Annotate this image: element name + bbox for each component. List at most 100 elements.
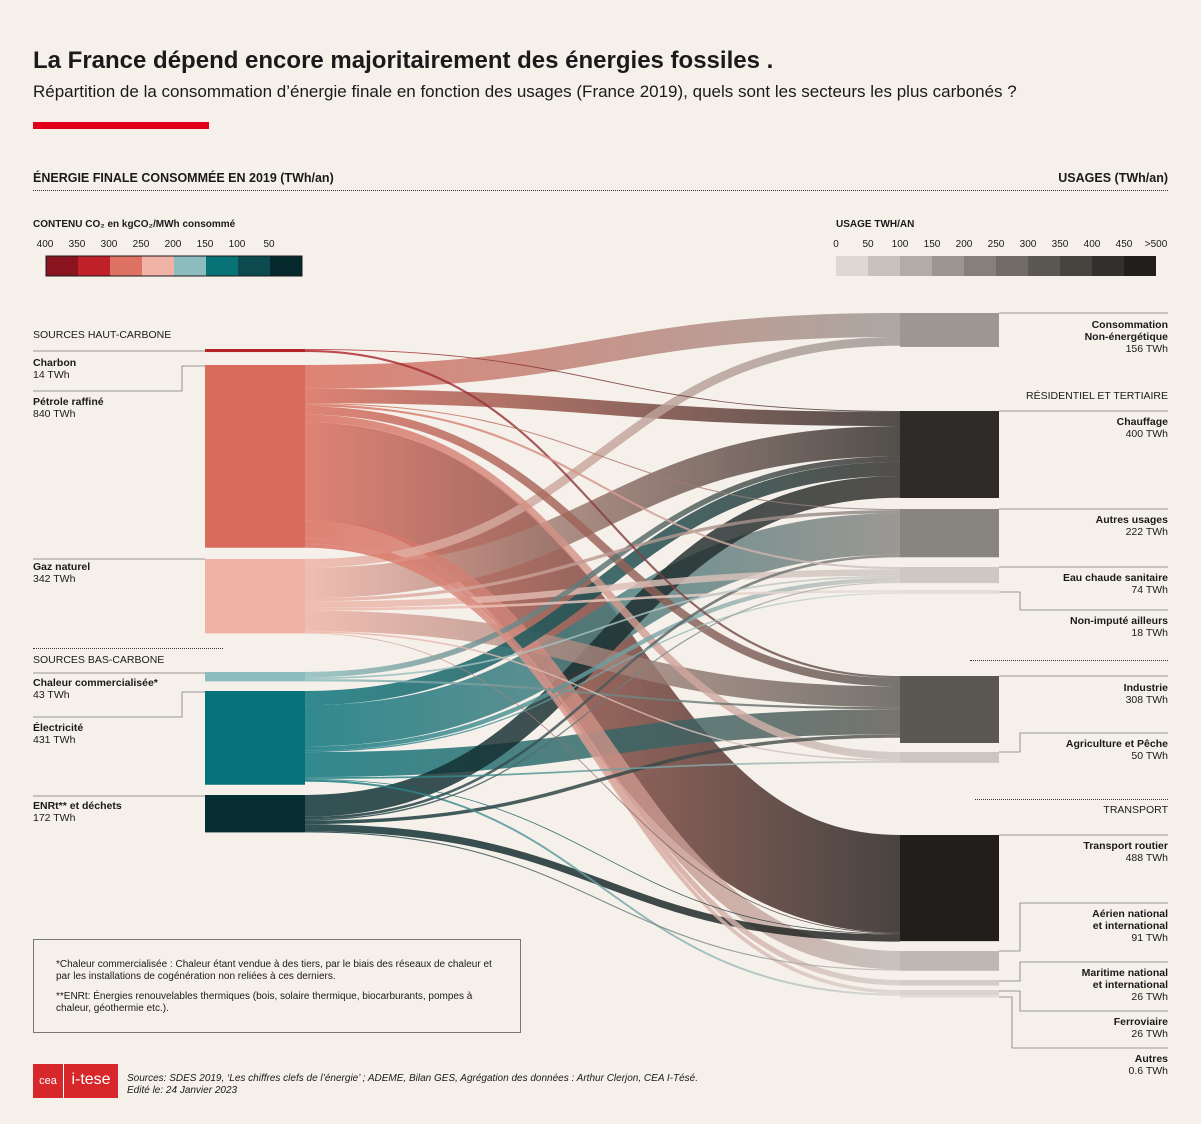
source-node <box>205 349 305 353</box>
usage-node <box>900 411 999 498</box>
group-label-transport: TRANSPORT <box>1103 804 1168 816</box>
usage-label-non-energetique: Consommation Non-énergétique 156 TWh <box>1084 319 1168 355</box>
usage-node <box>900 590 999 594</box>
accent-bar <box>33 122 209 129</box>
group-label-high-carbon: SOURCES HAUT-CARBONE <box>33 329 172 341</box>
sankey-link <box>304 632 901 934</box>
co2-swatch <box>142 256 174 276</box>
co2-swatch <box>270 256 302 276</box>
sankey-link <box>304 581 901 821</box>
co2-swatch <box>110 256 142 276</box>
left-header: ÉNERGIE FINALE CONSOMMÉE EN 2019 (TWh/an… <box>33 171 334 185</box>
sankey-link <box>304 779 901 996</box>
legend-swatches <box>45 255 1156 277</box>
usage-swatch <box>1028 256 1060 276</box>
source-label-electricite: Électricité 431 TWh <box>33 722 84 746</box>
usage-node <box>900 951 999 971</box>
itese-logo: i-tese <box>63 1064 118 1098</box>
footnote-enrt: **ENRt: Énergies renouvelables thermique… <box>56 991 473 1014</box>
co2-tick-label: 50 <box>263 239 275 250</box>
usage-tick-label: 0 <box>833 239 839 250</box>
usage-label-transport-routier: Transport routier 488 TWh <box>1083 840 1168 864</box>
sankey-link <box>304 403 901 511</box>
usage-node <box>900 676 999 743</box>
usage-node <box>900 835 999 942</box>
usage-tick-label: 450 <box>1115 239 1133 250</box>
source-label-chaleur: Chaleur commercialisée* 43 TWh <box>33 677 158 701</box>
sankey-link <box>304 388 901 427</box>
co2-swatch <box>206 256 238 276</box>
usage-swatch <box>996 256 1028 276</box>
usage-tick-label: 50 <box>862 239 874 250</box>
sankey-link <box>304 510 901 602</box>
usage-label-maritime: Maritime national et international 26 TWh <box>1081 967 1168 1003</box>
co2-swatch <box>238 256 270 276</box>
page-subtitle: Répartition de la consommation d’énergie… <box>33 82 1017 101</box>
source-label-charbon: Charbon 14 TWh <box>33 357 77 381</box>
usage-tick-label: 400 <box>1083 239 1101 250</box>
usage-scale-title: USAGE TWH/AN <box>836 219 915 230</box>
sankey-link <box>304 575 901 680</box>
usage-swatch <box>836 256 868 276</box>
sankey-link <box>304 761 901 779</box>
sankey-link <box>304 544 901 994</box>
usage-label-chauffage: Chauffage 400 TWh <box>1116 416 1168 440</box>
footnotes-box: *Chaleur commercialisée : Chaleur étant … <box>33 939 521 1033</box>
usage-label-eau-chaude: Eau chaude sanitaire 74 TWh <box>1062 572 1168 596</box>
sankey-link <box>304 312 901 389</box>
usage-node <box>900 313 999 347</box>
sankey-link <box>303 422 902 933</box>
leader-line <box>999 990 1168 1012</box>
group-label-residential: RÉSIDENTIEL ET TERTIAIRE <box>1026 390 1168 402</box>
usage-swatch <box>1124 256 1156 276</box>
leader-lines <box>33 312 1168 1049</box>
sankey-link <box>304 610 901 708</box>
source-label-enrt: ENRt** et déchets 172 TWh <box>33 800 122 824</box>
co2-tick-label: 350 <box>68 239 86 250</box>
leader-line <box>999 591 1168 611</box>
usage-label-non-impute: Non-imputé ailleurs 18 TWh <box>1069 615 1168 639</box>
group-divider-low-carbon <box>33 648 223 649</box>
sankey-link <box>304 679 901 710</box>
header-divider <box>33 190 1168 191</box>
source-node <box>205 559 305 634</box>
sankey-link <box>304 336 901 568</box>
footnote-chaleur: *Chaleur commercialisée : Chaleur étant … <box>56 959 492 982</box>
sankey-link <box>304 590 901 611</box>
usage-swatch <box>900 256 932 276</box>
usage-swatch <box>868 256 900 276</box>
usage-swatch <box>964 256 996 276</box>
co2-tick-label: 400 <box>36 239 54 250</box>
usage-tick-label: 100 <box>891 239 909 250</box>
usage-tick-label: 150 <box>923 239 941 250</box>
sankey-link <box>304 426 901 599</box>
sources-note: Sources: SDES 2019, ‘Les chiffres clefs … <box>127 1073 699 1096</box>
source-node <box>205 795 305 833</box>
sankey-link <box>304 631 901 762</box>
usage-tick-label: 200 <box>955 239 973 250</box>
co2-swatch <box>46 256 78 276</box>
cea-logo: cea <box>33 1064 63 1098</box>
group-label-low-carbon: SOURCES BAS-CARBONE <box>33 654 165 666</box>
co2-tick-label: 200 <box>164 239 182 250</box>
usage-tick-label: >500 <box>1144 239 1168 250</box>
sankey-link <box>304 831 901 971</box>
page-title: La France dépend encore majoritairement … <box>33 47 774 74</box>
usage-node <box>900 752 999 763</box>
sankey-link <box>304 349 901 412</box>
sankey-link <box>304 349 901 679</box>
sankey-link <box>304 577 901 751</box>
source-label-gaz: Gaz naturel 342 TWh <box>33 561 91 585</box>
group-divider-industry <box>970 660 1168 661</box>
co2-tick-label: 150 <box>196 239 214 250</box>
usage-label-industrie: Industrie 308 TWh <box>1123 682 1168 706</box>
co2-tick-label: 100 <box>228 239 246 250</box>
usage-node <box>900 567 999 584</box>
usage-node <box>900 980 999 986</box>
sankey-link <box>304 456 901 678</box>
usage-label-ferroviaire: Ferroviaire 26 TWh <box>1113 1016 1168 1040</box>
usage-tick-label: 250 <box>987 239 1005 250</box>
usage-node <box>900 990 999 996</box>
leader-line <box>33 365 205 392</box>
sankey-link <box>304 778 901 935</box>
